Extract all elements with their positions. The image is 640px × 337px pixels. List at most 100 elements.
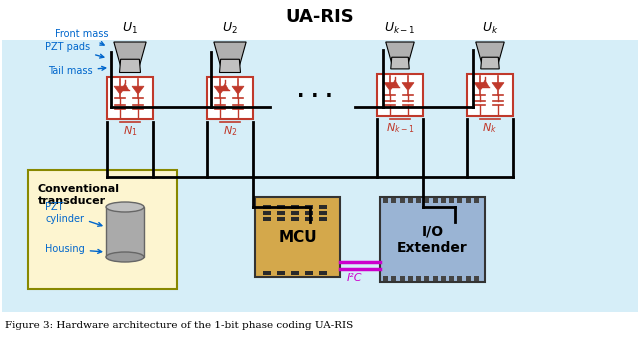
Bar: [121, 59, 140, 63]
Bar: [416, 198, 421, 203]
Bar: [263, 205, 271, 209]
Text: PZT
cylinder: PZT cylinder: [45, 203, 102, 226]
Bar: [121, 64, 140, 65]
Text: $N_2$: $N_2$: [223, 124, 237, 138]
Bar: [392, 61, 408, 62]
Bar: [399, 198, 404, 203]
Bar: [319, 217, 327, 221]
Polygon shape: [481, 57, 499, 69]
Bar: [449, 198, 454, 203]
Bar: [424, 198, 429, 203]
Polygon shape: [221, 84, 229, 91]
Bar: [399, 276, 404, 281]
FancyBboxPatch shape: [0, 312, 640, 337]
Bar: [319, 205, 327, 209]
Bar: [441, 276, 445, 281]
Text: I²C: I²C: [347, 273, 362, 283]
FancyBboxPatch shape: [380, 197, 485, 282]
Text: $N_k$: $N_k$: [483, 121, 497, 135]
Text: $U_k$: $U_k$: [482, 21, 499, 36]
Bar: [392, 60, 408, 63]
Text: Conventional
transducer: Conventional transducer: [38, 184, 120, 206]
Polygon shape: [402, 83, 414, 91]
Bar: [291, 217, 299, 221]
Bar: [221, 64, 239, 65]
Polygon shape: [132, 86, 144, 94]
Polygon shape: [214, 86, 226, 94]
Bar: [207, 78, 253, 120]
Polygon shape: [481, 80, 489, 87]
Bar: [263, 271, 271, 275]
FancyBboxPatch shape: [28, 170, 177, 289]
Bar: [291, 271, 299, 275]
Bar: [482, 61, 499, 62]
Polygon shape: [214, 42, 246, 66]
Text: $N_1$: $N_1$: [123, 124, 137, 138]
Bar: [277, 217, 285, 221]
Bar: [465, 276, 470, 281]
Bar: [433, 276, 438, 281]
Text: I/O
Extender: I/O Extender: [397, 224, 468, 254]
Text: $U_{k-1}$: $U_{k-1}$: [384, 21, 416, 36]
FancyBboxPatch shape: [255, 197, 340, 277]
Bar: [416, 276, 421, 281]
Bar: [291, 211, 299, 215]
Text: Tail mass: Tail mass: [48, 66, 106, 76]
Ellipse shape: [106, 202, 144, 212]
Bar: [221, 59, 239, 63]
Bar: [408, 198, 413, 203]
Bar: [277, 205, 285, 209]
Polygon shape: [232, 86, 244, 94]
Polygon shape: [384, 83, 396, 91]
Bar: [424, 276, 429, 281]
Bar: [277, 271, 285, 275]
Polygon shape: [391, 80, 399, 87]
Bar: [441, 198, 445, 203]
Text: Front mass: Front mass: [55, 29, 109, 45]
Polygon shape: [474, 83, 486, 91]
Bar: [392, 58, 408, 59]
Bar: [474, 198, 479, 203]
Polygon shape: [114, 42, 146, 66]
Bar: [277, 211, 285, 215]
Polygon shape: [120, 59, 141, 72]
Polygon shape: [114, 86, 126, 94]
Polygon shape: [220, 59, 241, 72]
Bar: [482, 57, 499, 60]
Bar: [263, 217, 271, 221]
Polygon shape: [121, 84, 129, 91]
Text: $N_{k-1}$: $N_{k-1}$: [386, 121, 414, 135]
Bar: [465, 198, 470, 203]
Bar: [305, 217, 313, 221]
Bar: [408, 276, 413, 281]
Bar: [305, 211, 313, 215]
Bar: [221, 60, 239, 62]
Text: UA-RIS: UA-RIS: [285, 8, 355, 26]
Bar: [391, 198, 396, 203]
Bar: [482, 60, 499, 63]
Text: $U_1$: $U_1$: [122, 21, 138, 36]
Polygon shape: [386, 42, 414, 63]
Bar: [433, 198, 438, 203]
Bar: [121, 60, 140, 62]
Bar: [467, 74, 513, 116]
Text: Housing: Housing: [45, 244, 102, 254]
Polygon shape: [476, 42, 504, 63]
FancyBboxPatch shape: [106, 207, 144, 257]
Text: · · ·: · · ·: [297, 88, 333, 106]
Bar: [482, 58, 499, 59]
Bar: [263, 211, 271, 215]
Bar: [457, 198, 462, 203]
Bar: [474, 276, 479, 281]
Text: Figure 3: Hardware architecture of the 1-bit phase coding UA-RIS: Figure 3: Hardware architecture of the 1…: [5, 320, 353, 330]
Bar: [383, 198, 388, 203]
Bar: [319, 271, 327, 275]
Bar: [305, 205, 313, 209]
Bar: [305, 271, 313, 275]
Text: MCU: MCU: [278, 229, 317, 245]
Bar: [383, 276, 388, 281]
Polygon shape: [391, 57, 409, 69]
Bar: [449, 276, 454, 281]
Text: PZT pads: PZT pads: [45, 42, 104, 58]
Bar: [291, 205, 299, 209]
